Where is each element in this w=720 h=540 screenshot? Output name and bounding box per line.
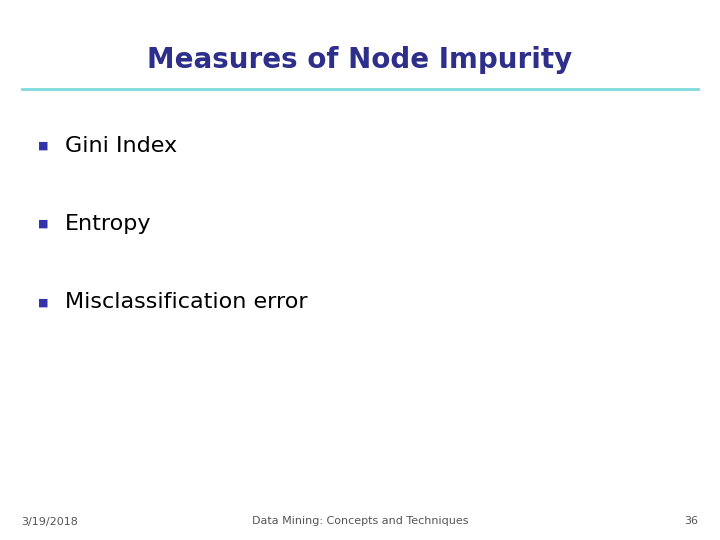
Text: ■: ■ [38, 141, 48, 151]
Text: Data Mining: Concepts and Techniques: Data Mining: Concepts and Techniques [252, 516, 468, 526]
Text: ■: ■ [38, 219, 48, 229]
Text: Gini Index: Gini Index [65, 136, 177, 156]
Text: Measures of Node Impurity: Measures of Node Impurity [148, 46, 572, 74]
Text: ■: ■ [38, 298, 48, 307]
Text: Misclassification error: Misclassification error [65, 292, 307, 313]
Text: 36: 36 [685, 516, 698, 526]
Text: Entropy: Entropy [65, 214, 151, 234]
Text: 3/19/2018: 3/19/2018 [22, 516, 78, 526]
